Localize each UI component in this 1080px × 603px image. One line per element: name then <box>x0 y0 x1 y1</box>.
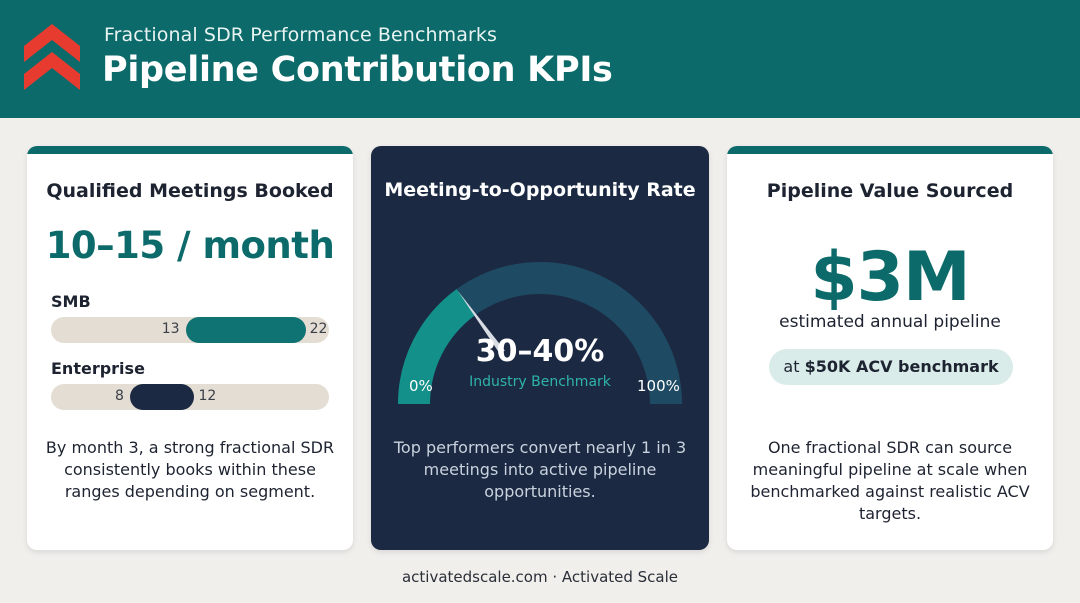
acv-benchmark-pill: at $50K ACV benchmark <box>769 349 1013 385</box>
pipeline-value-card: Pipeline Value Sourced $3M estimated ann… <box>727 146 1053 550</box>
range-bar-enterprise: 8 12 <box>51 384 329 410</box>
conversion-description: Top performers convert nearly 1 in 3 mee… <box>393 438 687 501</box>
gauge-needle <box>457 290 505 354</box>
meetings-range: 10–15 / month <box>45 224 335 267</box>
range-bar-fill-enterprise <box>129 384 195 410</box>
meetings-booked-card: Qualified Meetings Booked 10–15 / month … <box>27 146 353 550</box>
range-bar-smb: 13 22 <box>51 317 329 343</box>
meetings-description: By month 3, a strong fractional SDR cons… <box>45 438 335 501</box>
conversion-gauge <box>398 262 682 405</box>
conversion-rate-value: 30–40% <box>475 334 605 369</box>
conversion-card-title: Meeting-to-Opportunity Rate <box>384 179 696 201</box>
pipeline-card-title: Pipeline Value Sourced <box>766 180 1014 202</box>
range-low-enterprise: 8 <box>115 388 124 404</box>
range-bar-fill-smb <box>185 317 306 343</box>
header-subtitle: Fractional SDR Performance Benchmarks <box>104 24 497 46</box>
meetings-card-title: Qualified Meetings Booked <box>46 180 334 202</box>
range-high-enterprise: 12 <box>198 388 217 404</box>
double-chevron-up-icon <box>24 24 80 90</box>
pipeline-description: One fractional SDR can source meaningful… <box>750 438 1030 523</box>
segment-label-enterprise: Enterprise <box>51 359 145 378</box>
page-title: Pipeline Contribution KPIs <box>102 50 613 90</box>
range-high-smb: 22 <box>309 321 328 337</box>
gauge-max-label: 100% <box>637 377 680 395</box>
pipeline-value-label: estimated annual pipeline <box>779 312 1001 332</box>
footer-credit: activatedscale.com · Activated Scale <box>401 568 679 586</box>
card-accent-bar <box>727 146 1053 154</box>
segment-label-smb: SMB <box>51 292 91 311</box>
card-accent-bar <box>27 146 353 154</box>
pipeline-value: $3M <box>810 238 970 317</box>
pill-strong: $50K ACV benchmark <box>804 357 999 376</box>
pill-prefix: at <box>783 357 805 376</box>
header-banner: Fractional SDR Performance Benchmarks Pi… <box>0 0 1080 118</box>
benchmark-label: Industry Benchmark <box>469 374 611 390</box>
gauge-fill <box>398 289 476 405</box>
conversion-rate-card: Meeting-to-Opportunity Rate 30–40% Indus… <box>371 146 709 550</box>
gauge-min-label: 0% <box>409 377 433 395</box>
range-low-smb: 13 <box>161 321 180 337</box>
